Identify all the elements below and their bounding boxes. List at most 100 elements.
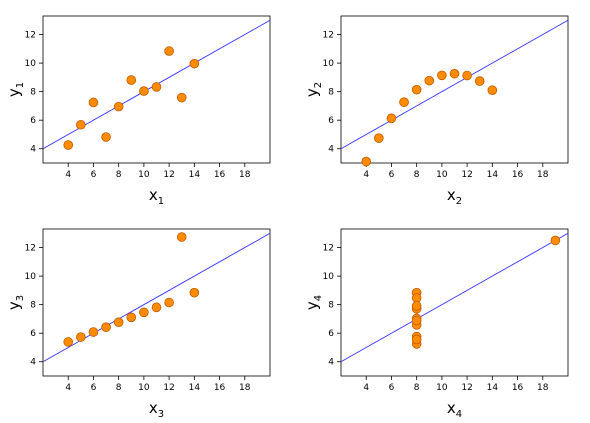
- y-axis-label-main-1: y: [5, 88, 23, 97]
- data-point-3-8: [164, 297, 174, 308]
- x-axis-label-sub-2: 2: [456, 196, 462, 207]
- y-axis-label-sub-4: 4: [313, 295, 324, 301]
- y-tick-label-1-4: 12: [25, 31, 36, 41]
- data-point-2-7: [449, 68, 460, 79]
- data-point-3-0: [63, 337, 74, 347]
- x-tick-label-4-7: 18: [537, 383, 549, 393]
- data-point-3-1: [76, 332, 86, 342]
- data-point-1-2: [88, 97, 99, 108]
- x-tick-label-4-2: 8: [414, 383, 420, 393]
- x-tick-label-4-3: 10: [436, 383, 448, 393]
- data-point-2-6: [437, 70, 447, 81]
- x-tick-label-3-1: 6: [91, 383, 97, 393]
- x-tick-label-3-0: 4: [65, 383, 71, 393]
- plot-frame-1: [42, 15, 271, 164]
- x-tick-label-2-6: 16: [512, 170, 524, 180]
- data-point-1-0: [63, 140, 74, 150]
- x-axis-label-1: x1: [149, 186, 164, 207]
- y-tick-label-2-0: 4: [328, 145, 334, 155]
- data-point-4-8: [411, 334, 422, 345]
- data-point-2-0: [361, 156, 372, 167]
- data-point-1-4: [113, 101, 124, 112]
- data-point-2-2: [386, 113, 397, 124]
- y-axis-label-2: y2: [303, 82, 324, 97]
- data-point-3-10: [189, 287, 200, 298]
- plot-frame-4: [340, 228, 569, 377]
- x-tick-label-3-6: 16: [214, 383, 226, 393]
- y-tick-label-3-3: 10: [25, 272, 37, 282]
- y-tick-label-4-3: 10: [323, 272, 335, 282]
- x-tick-label-1-1: 6: [91, 170, 97, 180]
- data-point-2-5: [424, 75, 435, 86]
- plot-frame-2: [340, 15, 569, 164]
- y-axis-label-sub-3: 3: [15, 295, 26, 301]
- regression-line-2: [340, 19, 569, 150]
- regression-line-3: [42, 232, 271, 363]
- x-tick-label-1-4: 12: [163, 170, 174, 180]
- data-point-3-4: [113, 317, 124, 327]
- y-axis-label-4: y4: [303, 295, 324, 310]
- x-axis-label-sub-1: 1: [158, 196, 164, 207]
- y-tick-label-4-2: 8: [328, 301, 334, 311]
- data-point-2-3: [399, 97, 409, 108]
- data-point-3-6: [139, 307, 149, 318]
- data-point-1-1: [76, 119, 86, 130]
- data-point-2-8: [462, 70, 472, 81]
- x-tick-label-3-7: 18: [239, 383, 251, 393]
- y-tick-label-4-4: 12: [323, 244, 334, 254]
- y-tick-label-3-1: 6: [30, 329, 36, 339]
- x-tick-label-3-2: 8: [116, 383, 122, 393]
- x-tick-label-2-7: 18: [537, 170, 549, 180]
- regression-line-4: [340, 232, 569, 363]
- x-tick-label-2-3: 10: [436, 170, 448, 180]
- y-tick-label-2-3: 10: [323, 59, 335, 69]
- x-tick-label-2-1: 6: [389, 170, 395, 180]
- x-axis-label-main-4: x: [447, 399, 456, 417]
- x-tick-label-2-5: 14: [487, 170, 499, 180]
- x-axis-label-main-1: x: [149, 186, 158, 204]
- data-point-3-2: [88, 327, 99, 337]
- x-tick-label-4-1: 6: [389, 383, 395, 393]
- x-axis-label-sub-4: 4: [456, 409, 462, 420]
- y-tick-label-1-2: 8: [30, 88, 36, 98]
- x-tick-label-3-3: 10: [138, 383, 150, 393]
- x-tick-label-1-0: 4: [65, 170, 71, 180]
- data-point-2-9: [474, 76, 485, 86]
- y-tick-label-2-4: 12: [323, 31, 334, 41]
- x-tick-label-1-6: 16: [214, 170, 226, 180]
- x-tick-label-4-5: 14: [487, 383, 499, 393]
- x-tick-label-1-7: 18: [239, 170, 251, 180]
- data-point-1-10: [189, 58, 200, 69]
- y-tick-label-3-2: 8: [30, 301, 36, 311]
- data-point-1-3: [101, 132, 111, 142]
- x-tick-label-1-2: 8: [116, 170, 122, 180]
- x-axis-label-main-3: x: [149, 399, 158, 417]
- data-point-4-10: [411, 315, 422, 326]
- data-point-2-10: [487, 85, 498, 96]
- y-tick-label-4-0: 4: [328, 358, 334, 368]
- y-tick-label-3-4: 12: [25, 244, 36, 254]
- x-axis-label-4: x4: [447, 399, 462, 420]
- y-axis-label-sub-2: 2: [313, 82, 324, 88]
- y-tick-label-4-1: 6: [328, 329, 334, 339]
- x-tick-label-4-0: 4: [363, 383, 369, 393]
- x-axis-label-3: x3: [149, 399, 164, 420]
- data-point-4-4: [411, 293, 422, 303]
- y-axis-label-sub-1: 1: [15, 82, 26, 88]
- data-point-3-7: [151, 302, 162, 313]
- y-tick-label-1-0: 4: [30, 145, 36, 155]
- y-axis-label-main-4: y: [303, 301, 321, 310]
- plot-frame-3: [42, 228, 271, 377]
- x-tick-label-1-3: 10: [138, 170, 150, 180]
- data-point-1-8: [164, 46, 174, 56]
- data-point-3-3: [101, 322, 111, 332]
- x-tick-label-2-0: 4: [363, 170, 369, 180]
- data-point-2-1: [374, 133, 384, 143]
- y-axis-label-1: y1: [5, 82, 26, 97]
- x-tick-label-4-6: 16: [512, 383, 524, 393]
- data-point-4-9: [411, 301, 422, 311]
- y-tick-label-1-3: 10: [25, 59, 37, 69]
- x-tick-label-3-5: 14: [189, 383, 201, 393]
